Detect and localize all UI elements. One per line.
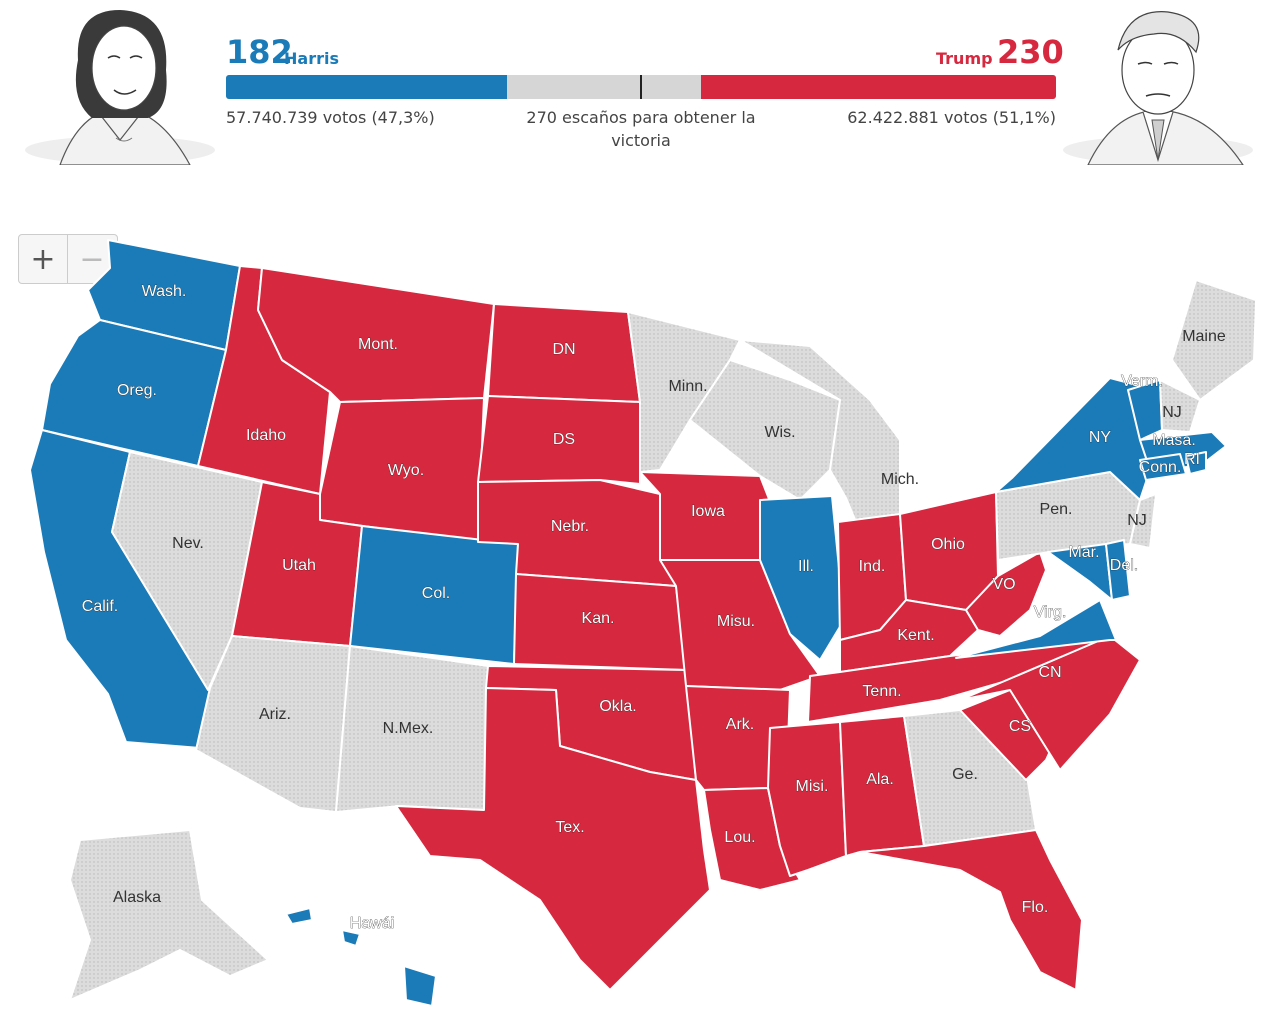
state-ny-shape[interactable] [995,377,1151,501]
state-label-mont: Mont. [358,336,398,353]
state-vo-shape[interactable] [965,551,1047,637]
plus-icon[interactable]: + [30,241,56,277]
state-label-wis: Wis. [764,424,795,441]
state-conn-shape[interactable] [1139,453,1187,481]
state-label-alaska: Alaska [113,889,161,906]
state-label-flo: Flo. [1022,899,1049,916]
minus-icon[interactable]: − [67,235,116,283]
us-election-map: Wash. Oreg. Calif. Idaho Nev. Mont. Wyo. Utah Ar… [29,239,1257,1007]
state-label-cn: CN [1038,664,1061,681]
state-ge-shape[interactable] [903,709,1037,847]
state-label-tenn: Tenn. [862,683,901,700]
state-label-pen: Pen. [1040,501,1073,518]
electoral-seat-bar [226,75,1056,99]
state-label-oreg: Oreg. [117,382,157,399]
state-virg-shape[interactable] [955,599,1117,659]
state-label-dn: DN [552,341,575,358]
harris-electoral-count: 182 [226,33,293,71]
harris-popular-vote: 57.740.739 votos (47,3%) [226,108,435,127]
state-label-lou: Lou. [724,829,755,846]
state-label-ala: Ala. [866,771,894,788]
state-label-nj: NJ [1162,404,1182,421]
state-label-kent: Kent. [897,627,934,644]
state-label-ri: RI [1184,451,1200,468]
state-label-misi: Misi. [796,778,829,795]
state-tex-shape[interactable] [395,687,711,991]
state-alaska-shape[interactable] [69,829,269,1001]
state-label-col: Col. [422,585,450,602]
state-label-masa: Masa. [1152,432,1196,449]
state-label-ill: Ill. [798,558,814,575]
state-label-misu: Misu. [717,613,755,630]
state-label-ohio: Ohio [931,536,965,553]
state-del-shape[interactable] [1105,539,1131,601]
state-label-n-mex: N.Mex. [383,720,434,737]
state-ill-shape[interactable] [759,495,845,661]
state-nj-shape[interactable] [1159,379,1201,433]
dem-seat-fill [226,75,507,99]
state-label-virg: Virg. [1034,604,1067,621]
state-label-wash: Wash. [142,283,187,300]
state-label-wyo: Wyo. [388,462,424,479]
state-label-idaho: Idaho [246,427,286,444]
harris-portrait [20,0,220,165]
state-label-ny: NY [1089,429,1112,446]
state-minn-shape[interactable] [627,311,741,473]
state-label-okla: Okla. [599,698,636,715]
state-ds-shape[interactable] [477,395,641,485]
state-label-minn: Minn. [668,378,707,395]
state-label-nj: NJ [1127,512,1147,529]
state-label-cs: CS [1009,718,1031,735]
state-label-vo: VO [992,576,1015,593]
state-label-utah: Utah [282,557,316,574]
zoom-control: + − [18,234,118,284]
victory-threshold-text: 270 escaños para obtener la victoria [526,108,756,150]
state-label-nev: Nev. [172,535,204,552]
state-label-ark: Ark. [726,716,754,733]
state-label-iowa: Iowa [691,503,725,520]
trump-electoral-count: 230 [997,33,1064,71]
state-label-ariz: Ariz. [259,706,291,723]
state-label-tex: Tex. [555,819,584,836]
state-label-haw-i: Hawái [350,915,394,932]
trump-popular-vote: 62.422.881 votos (51,1%) [847,108,1056,127]
state-label-calif: Calif. [82,598,118,615]
trump-portrait [1058,0,1258,165]
state-label-conn: Conn. [1139,459,1182,476]
state-haw-i-shape[interactable] [285,907,437,1007]
threshold-marker [640,75,642,99]
state-label-del: Del. [1110,557,1138,574]
state-maine-shape[interactable] [1171,279,1257,401]
state-label-maine: Maine [1182,328,1226,345]
state-label-mar: Mar. [1068,544,1099,561]
state-label-kan: Kan. [582,610,615,627]
state-label-ge: Ge. [952,766,978,783]
state-label-ind: Ind. [859,558,886,575]
state-label-nebr: Nebr. [551,518,589,535]
state-ri-shape[interactable] [1185,451,1207,475]
state-label-mich: Mich. [881,471,919,488]
state-flo-shape[interactable] [859,829,1083,991]
rep-seat-fill [701,75,1056,99]
state-nj-shape[interactable] [1129,493,1157,549]
state-label-ds: DS [553,431,575,448]
trump-name: Trump [936,49,993,68]
harris-name: Harris [284,49,339,68]
state-label-verm: Verm. [1121,373,1163,390]
